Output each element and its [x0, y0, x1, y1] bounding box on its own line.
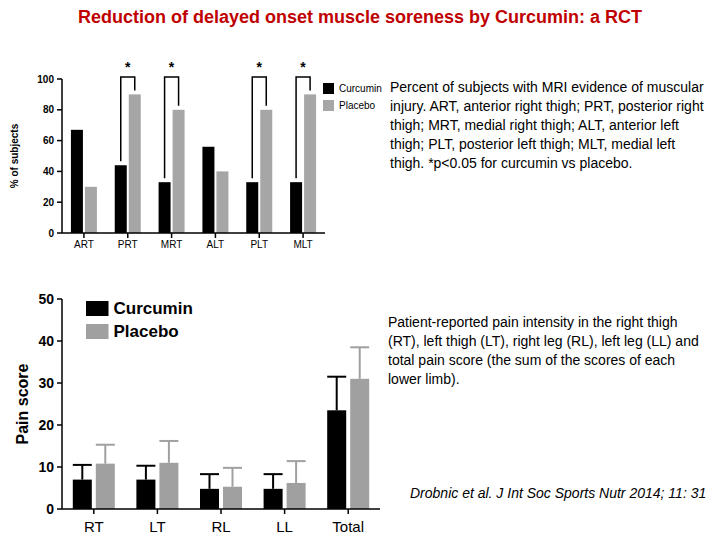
- y-tick-label: 20: [43, 197, 55, 208]
- legend-swatch: [323, 100, 334, 111]
- y-axis-label: % of subjects: [9, 123, 20, 188]
- error-bar: [287, 461, 306, 483]
- bar: [223, 487, 242, 509]
- significance-bracket: [252, 77, 266, 178]
- y-tick-label: 40: [43, 166, 55, 177]
- x-tick: [157, 509, 159, 514]
- bar: [73, 480, 92, 509]
- chart-caption: Percent of subjects with MRI evidence of…: [390, 78, 708, 173]
- significance-star: *: [300, 59, 306, 75]
- bar: [173, 110, 185, 233]
- x-tick: [93, 509, 95, 514]
- error-bar: [350, 347, 369, 379]
- significance-star: *: [257, 59, 263, 75]
- y-tick-label: 50: [38, 291, 54, 307]
- bar: [290, 182, 302, 233]
- bar: [129, 94, 141, 233]
- y-tick-label: 10: [38, 459, 54, 475]
- y-tick-label: 0: [46, 501, 54, 517]
- x-tick-label: MRT: [161, 239, 182, 250]
- x-tick-label: RL: [211, 518, 230, 535]
- x-tick-label: MLT: [293, 239, 312, 250]
- error-bar: [73, 465, 92, 480]
- x-tick: [259, 233, 261, 238]
- error-bar: [136, 466, 155, 480]
- bar: [350, 379, 369, 509]
- bar: [115, 165, 127, 233]
- citation: Drobnic et al. J Int Soc Sports Nutr 201…: [410, 484, 710, 502]
- legend-label: Curcumin: [114, 299, 193, 318]
- bar: [287, 483, 306, 509]
- error-bar: [264, 474, 283, 489]
- x-tick: [215, 233, 217, 238]
- x-tick-label: PLT: [250, 239, 268, 250]
- x-tick: [284, 509, 286, 514]
- y-tick-label: 0: [48, 228, 54, 239]
- significance-star: *: [169, 59, 175, 75]
- y-tick-label: 40: [38, 333, 54, 349]
- y-tick-label: 100: [37, 74, 54, 85]
- y-axis: [61, 79, 63, 233]
- x-tick-label: PRT: [118, 239, 138, 250]
- legend-label: Placebo: [339, 100, 376, 111]
- x-tick: [127, 233, 129, 238]
- legend-label: Placebo: [114, 322, 179, 341]
- y-tick-label: 80: [43, 104, 55, 115]
- chart: 0 10 20 30 40 50 Pain score RT LT RL LL Total Curcum…: [14, 291, 380, 535]
- bar: [246, 182, 258, 233]
- x-tick: [171, 233, 173, 238]
- error-bar: [200, 474, 219, 489]
- bar: [96, 464, 115, 509]
- significance-star: *: [125, 59, 131, 75]
- x-tick-label: ALT: [207, 239, 225, 250]
- y-axis-label: Pain score: [14, 363, 31, 444]
- error-bar: [96, 445, 115, 464]
- error-bar: [327, 377, 346, 411]
- bar: [71, 130, 83, 233]
- x-tick-label: RT: [84, 518, 104, 535]
- bars: [73, 347, 369, 509]
- x-tick-label: ART: [74, 239, 94, 250]
- legend-swatch: [86, 301, 109, 316]
- bar: [200, 489, 219, 509]
- bars: [71, 94, 316, 233]
- bar: [159, 463, 178, 509]
- error-bar: [159, 441, 178, 463]
- y-axis: [61, 299, 63, 509]
- x-tick-label: Total: [332, 518, 364, 535]
- y-tick-label: 60: [43, 135, 55, 146]
- bar: [136, 480, 155, 509]
- bar: [264, 489, 283, 509]
- significance-bracket: [121, 77, 135, 161]
- bar: [327, 410, 346, 509]
- chart-caption: Patient-reported pain intensity in the r…: [388, 313, 710, 389]
- x-tick: [83, 233, 85, 238]
- y-tick-label: 20: [38, 417, 54, 433]
- x-tick-label: LL: [276, 518, 293, 535]
- page-title: Reduction of delayed onset muscle sorene…: [40, 6, 680, 28]
- error-bar: [223, 468, 242, 487]
- bar: [304, 94, 316, 233]
- bar: [202, 147, 214, 233]
- chart: 0 20 40 60 80 100 % of subjects ART PRT MRT ALT PLT…: [9, 59, 382, 250]
- legend-swatch: [323, 83, 334, 94]
- x-axis: [62, 232, 325, 234]
- significance-bracket: [296, 77, 310, 178]
- x-tick: [220, 509, 222, 514]
- bar: [85, 187, 97, 233]
- significance-bracket: [165, 77, 179, 178]
- x-tick: [347, 509, 349, 514]
- bar: [216, 171, 228, 233]
- x-tick: [302, 233, 304, 238]
- y-tick-label: 30: [38, 375, 54, 391]
- bar: [260, 110, 272, 233]
- legend-label: Curcumin: [339, 83, 382, 94]
- bar: [159, 182, 171, 233]
- legend-swatch: [86, 324, 109, 339]
- x-tick-label: LT: [149, 518, 165, 535]
